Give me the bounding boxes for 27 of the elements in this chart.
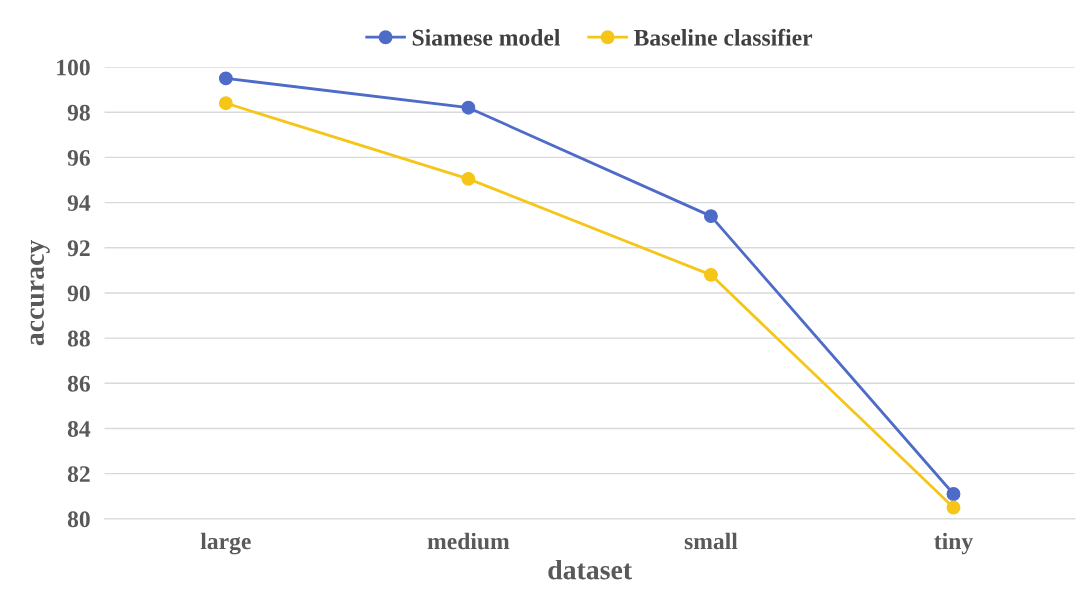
point [946, 500, 961, 515]
y-tick-label: 92 [67, 240, 90, 257]
legend-label: Baseline classifier [634, 28, 813, 46]
point [946, 487, 961, 501]
y-tick-label: 94 [67, 195, 91, 212]
point [218, 71, 233, 86]
y-tick-label: 86 [67, 375, 90, 392]
x-axis-title: dataset [548, 559, 632, 580]
y-tick-label: 88 [67, 330, 90, 347]
x-tick-label: small [684, 532, 738, 550]
point [218, 96, 233, 111]
y-tick-label: 90 [67, 285, 90, 302]
y-tick-label: 96 [67, 149, 90, 166]
point [703, 267, 718, 282]
point [461, 171, 476, 186]
legend-label: Siamese model [412, 29, 561, 46]
y-tick-label: 82 [67, 466, 90, 483]
point [703, 209, 718, 224]
point [461, 100, 476, 115]
x-tick-label: tiny [934, 532, 973, 555]
x-tick-label: medium [427, 532, 510, 550]
y-tick-label: 98 [67, 104, 90, 121]
x-tick-label: large [200, 532, 251, 555]
y-tick-label: 100 [57, 59, 90, 76]
y-tick-label: 84 [67, 420, 91, 437]
y-tick-label: 80 [67, 511, 90, 528]
y-axis-title: accuracy [30, 240, 50, 346]
